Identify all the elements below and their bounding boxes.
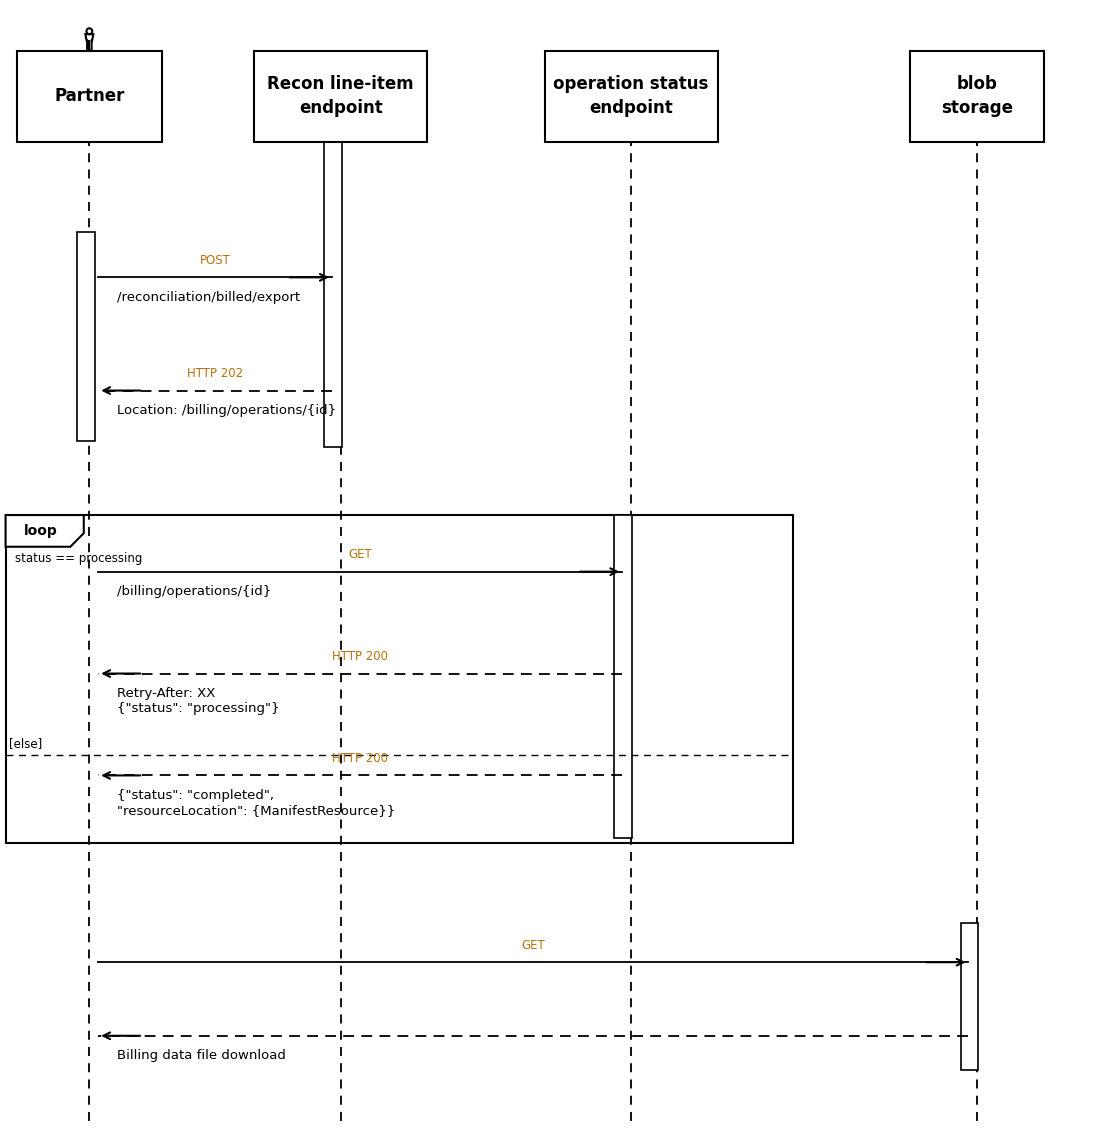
Text: HTTP 202: HTTP 202: [187, 368, 244, 380]
Text: [else]: [else]: [9, 738, 42, 751]
Text: /reconciliation/billed/export: /reconciliation/billed/export: [117, 291, 300, 303]
Bar: [17, 51, 162, 142]
Bar: [77, 232, 95, 441]
Bar: [6, 515, 793, 843]
Text: GET: GET: [349, 549, 372, 561]
Polygon shape: [6, 515, 84, 547]
Text: Recon line-item
endpoint: Recon line-item endpoint: [267, 76, 414, 117]
Bar: [614, 515, 632, 838]
Text: /billing/operations/{id}: /billing/operations/{id}: [117, 585, 271, 598]
Bar: [324, 142, 342, 447]
Text: Retry-After: XX
{"status": "processing"}: Retry-After: XX {"status": "processing"}: [117, 687, 279, 715]
Bar: [544, 51, 717, 142]
Bar: [961, 923, 978, 1070]
Bar: [910, 51, 1044, 142]
Text: status == processing: status == processing: [15, 552, 142, 565]
Text: HTTP 200: HTTP 200: [332, 753, 389, 765]
Text: blob
storage: blob storage: [942, 76, 1013, 117]
Text: POST: POST: [200, 255, 230, 267]
Text: GET: GET: [522, 940, 545, 952]
Text: {"status": "completed",
"resourceLocation": {ManifestResource}}: {"status": "completed", "resourceLocatio…: [117, 789, 395, 817]
Text: Billing data file download: Billing data file download: [117, 1049, 286, 1062]
Text: operation status
endpoint: operation status endpoint: [553, 76, 709, 117]
Bar: [254, 51, 427, 142]
Text: HTTP 200: HTTP 200: [332, 651, 389, 663]
Text: Partner: Partner: [54, 87, 125, 105]
Text: loop: loop: [23, 524, 58, 538]
Text: Location: /billing/operations/{id}: Location: /billing/operations/{id}: [117, 404, 336, 417]
